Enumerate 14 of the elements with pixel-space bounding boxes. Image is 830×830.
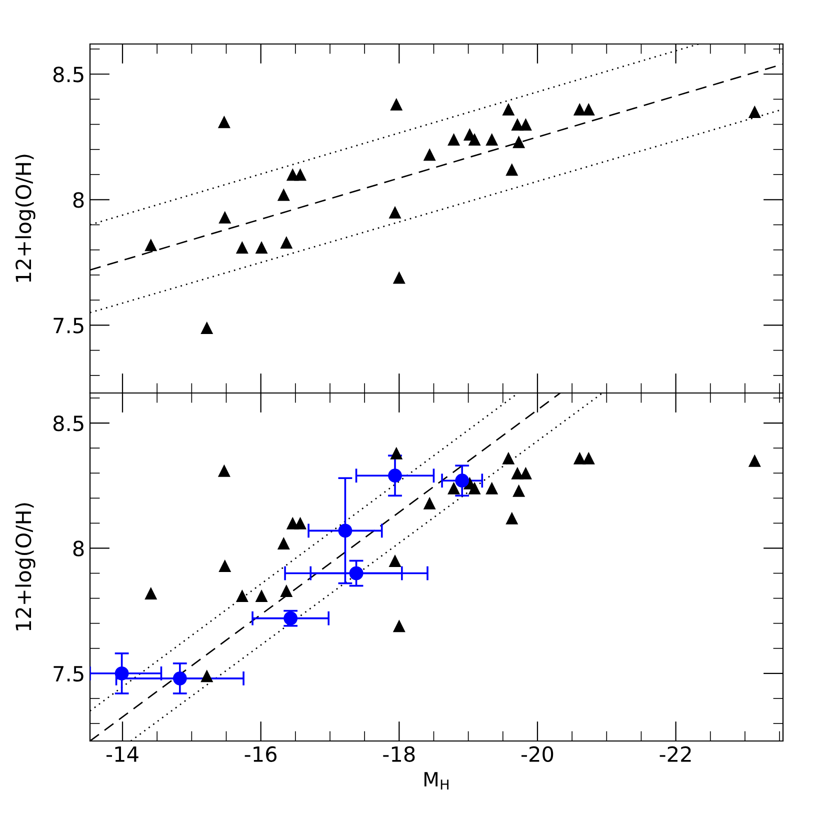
y-tick-label: 8	[73, 540, 84, 556]
y-tick-label: 8.5	[53, 66, 84, 82]
y-axis-title: 12+log(O/H)	[15, 154, 36, 282]
x-tick-label: -16	[244, 746, 277, 762]
x-tick-label: -20	[521, 746, 554, 762]
x-tick-label: -22	[660, 746, 691, 762]
x-tick-label: -14	[106, 746, 138, 762]
y-tick-label: 8	[73, 192, 84, 208]
y-axis-title: 12+log(O/H)	[15, 503, 36, 630]
x-tick-label: -18	[383, 746, 415, 762]
y-tick-label: 7.5	[54, 666, 84, 682]
y-tick-label: 7.5	[54, 318, 84, 334]
x-axis-title: M$_{H}$	[424, 772, 448, 790]
y-tick-label: 8.5	[53, 415, 84, 432]
